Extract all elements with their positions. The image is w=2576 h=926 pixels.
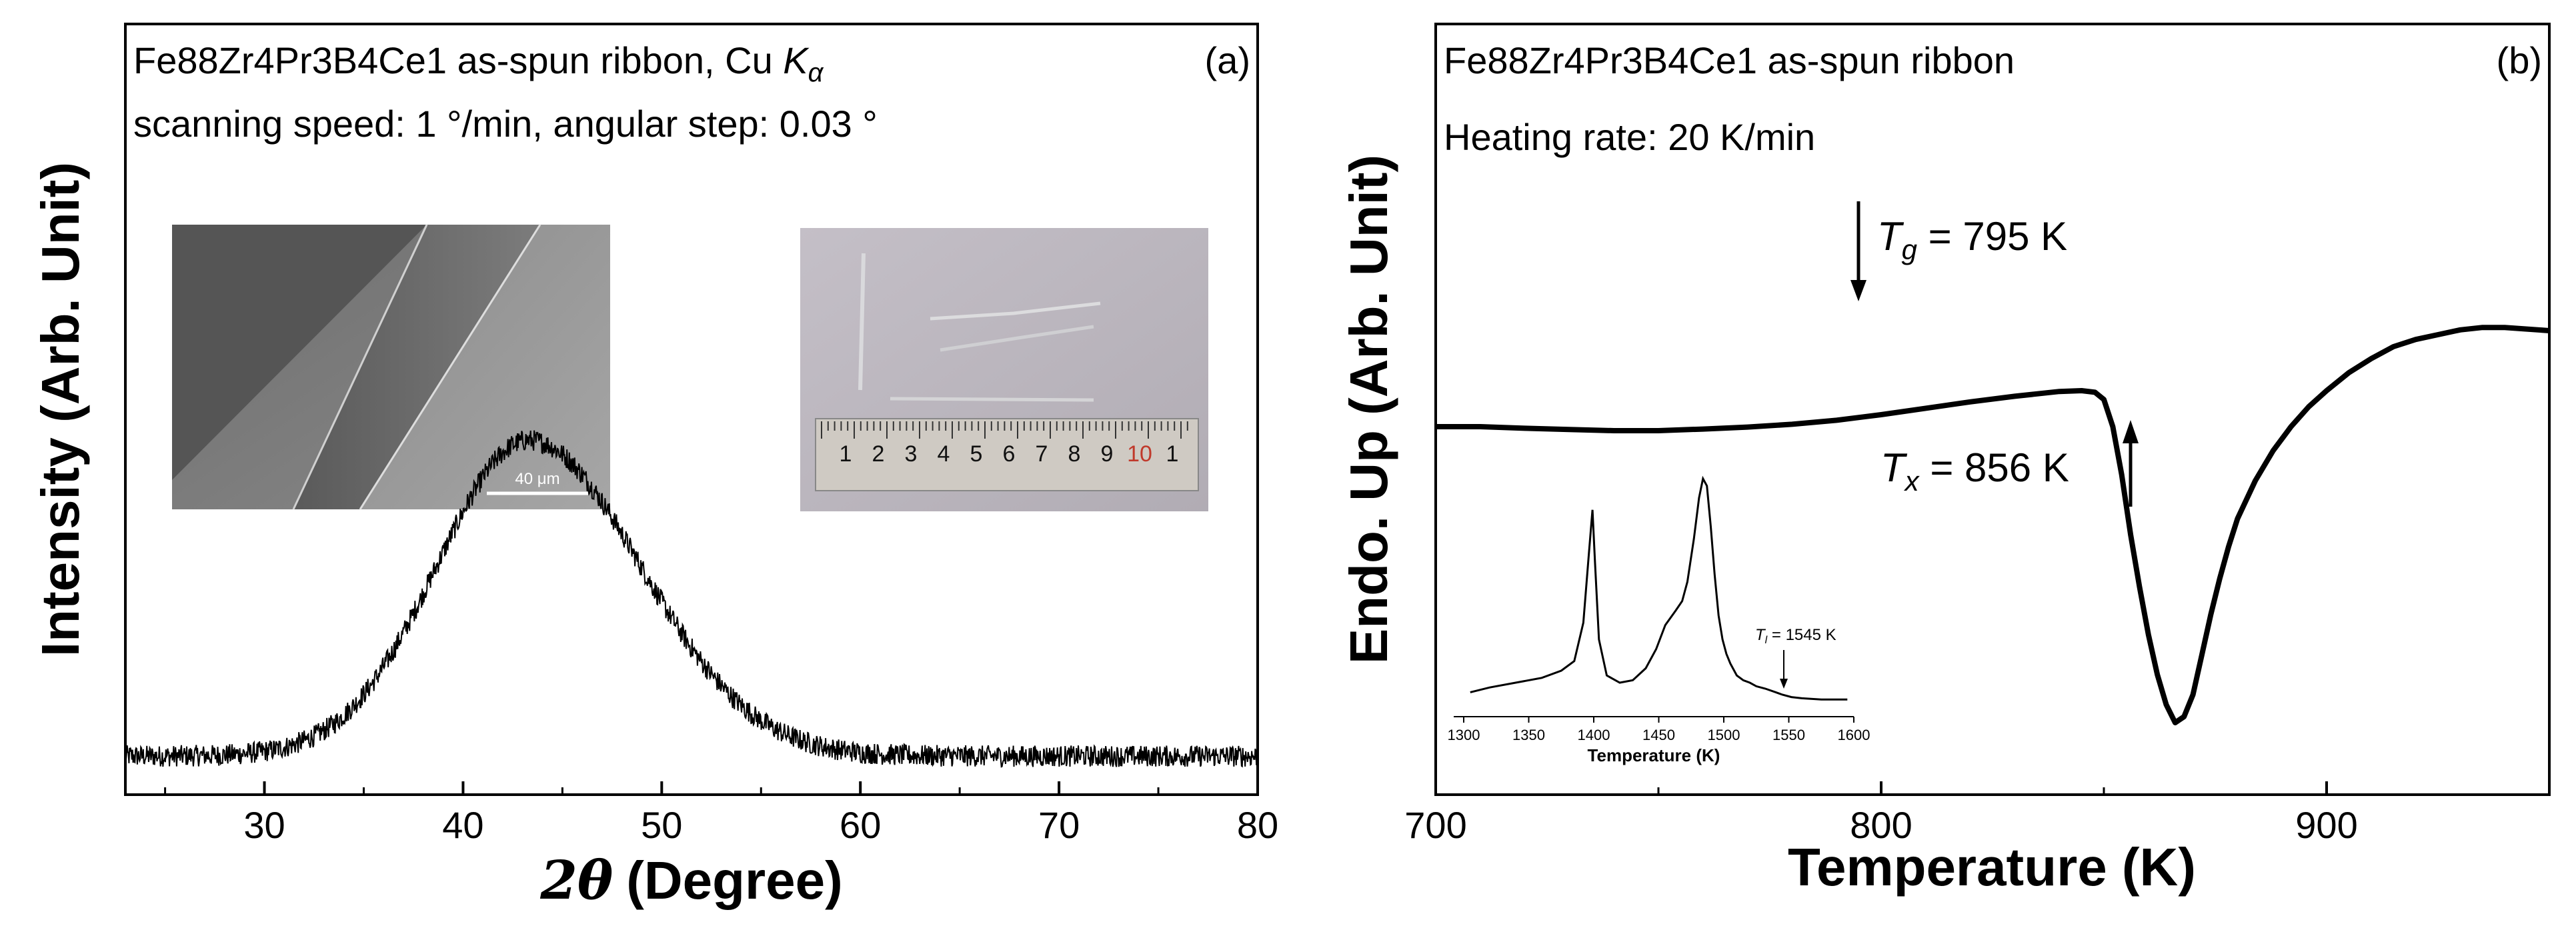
ruler-number: 3 xyxy=(905,441,918,467)
sem-inset-dark-region xyxy=(172,225,427,480)
inset-x-axis: 1300 1350 1400 1450 1500 1550 1600 xyxy=(1448,717,1870,743)
sem-inset: 40 μm xyxy=(172,224,610,510)
ruler-number: 9 xyxy=(1101,441,1114,467)
sem-inset-edge-left xyxy=(292,224,428,510)
ruler-number: 1 xyxy=(1166,441,1179,467)
photo-inset: 1 2 3 4 5 6 7 8 9 10 1 xyxy=(800,228,1208,511)
ruler-number: 8 xyxy=(1068,441,1081,467)
xrd-series-line xyxy=(125,430,1258,768)
ruler-number: 4 xyxy=(938,441,950,467)
plot-frame-a xyxy=(124,23,1259,796)
dsc-series-line xyxy=(1436,325,2549,725)
x-axis-title-b: Temperature (K) xyxy=(1788,837,2196,897)
inset-x-tick-label: 1350 xyxy=(1512,727,1545,743)
x-tick-label-b: 700 xyxy=(1404,804,1466,846)
annotation-a-k: K xyxy=(783,39,810,81)
annotation-a-line1-text: Fe88Zr4Pr3B4Ce1 as-spun ribbon, Cu xyxy=(133,39,783,81)
annotation-b-line2: Heating rate: 20 K/min xyxy=(1444,116,1815,158)
ribbon-upper xyxy=(930,301,1101,321)
tl-arrow-head xyxy=(1780,679,1788,689)
tg-marker: Tg = 795 K xyxy=(1850,201,2067,301)
ribbon-middle xyxy=(940,325,1094,352)
x-tick-label-b: 800 xyxy=(1850,804,1912,846)
dsc-inset: 1300 1350 1400 1450 1500 1550 1600 Temperature… xyxy=(1448,475,1870,765)
ruler-number: 2 xyxy=(872,441,885,467)
x-tick-label-a: 70 xyxy=(1038,804,1080,846)
x-axis-b: 700 800 900 xyxy=(1404,781,2358,846)
ruler-number: 5 xyxy=(970,441,983,467)
panel-a: 40 μm 1 2 3 4 5 6 7 8 9 10 1 30 40 50 60 70 80 Fe88Zr4P… xyxy=(31,23,1278,911)
tx-label: Tx = 856 K xyxy=(1880,445,2069,497)
inset-x-tick-label: 1300 xyxy=(1448,727,1480,743)
tg-label: Tg = 795 K xyxy=(1877,214,2067,265)
inset-x-axis-title: Temperature (K) xyxy=(1588,745,1720,765)
x-axis-a: 30 40 50 60 70 80 xyxy=(164,781,1278,846)
ruler-number: 1 xyxy=(840,441,852,467)
y-axis-title-b: Endo. Up (Arb. Unit) xyxy=(1339,155,1398,664)
panel-label-b: (b) xyxy=(2497,39,2542,81)
ruler-number: 6 xyxy=(1003,441,1016,467)
inset-x-tick-label: 1550 xyxy=(1772,727,1805,743)
x-tick-label-b: 900 xyxy=(2295,804,2357,846)
sem-scale-label: 40 μm xyxy=(515,470,559,488)
ruler xyxy=(815,418,1199,491)
plot-frame-b xyxy=(1434,23,2551,796)
sem-inset-ribbon-band xyxy=(293,225,540,509)
tg-arrow-head xyxy=(1850,280,1866,301)
x-axis-title-a-text: (Degree) xyxy=(626,851,843,910)
x-tick-label-a: 80 xyxy=(1237,804,1278,846)
x-tick-label-a: 60 xyxy=(840,804,881,846)
y-axis-title-a: Intensity (Arb. Unit) xyxy=(31,162,90,657)
ruler-ticks xyxy=(821,421,1188,439)
ruler-number: 7 xyxy=(1036,441,1048,467)
inset-x-tick-label: 1600 xyxy=(1838,727,1870,743)
tx-marker: Tx = 856 K xyxy=(1880,420,2139,507)
x-axis-title-a: 2θ (Degree) xyxy=(539,849,843,911)
annotation-b-line1: Fe88Zr4Pr3B4Ce1 as-spun ribbon xyxy=(1444,39,2015,81)
annotation-a-line1: Fe88Zr4Pr3B4Ce1 as-spun ribbon, Cu Kα xyxy=(133,39,824,87)
tx-arrow-head xyxy=(2123,420,2139,443)
inset-x-tick-label: 1500 xyxy=(1708,727,1740,743)
ribbon-lower xyxy=(890,397,1094,402)
ribbon-vertical xyxy=(858,253,866,391)
ruler-numbers: 1 2 3 4 5 6 7 8 9 10 1 xyxy=(840,441,1179,467)
x-tick-label-a: 40 xyxy=(442,804,483,846)
x-tick-label-a: 50 xyxy=(641,804,682,846)
sem-inset-edge-right xyxy=(359,224,541,510)
inset-series-line xyxy=(1470,475,1848,701)
x-axis-title-a-symbol: 2θ xyxy=(539,849,613,911)
inset-x-tick-label: 1400 xyxy=(1578,727,1610,743)
annotation-a-alpha: α xyxy=(808,58,824,87)
annotation-a-line2: scanning speed: 1 °/min, angular step: 0… xyxy=(133,103,878,145)
inset-x-tick-label: 1450 xyxy=(1642,727,1675,743)
panel-b: 700 800 900 Fe88Zr4Pr3B4Ce1 as-spun ribbon… xyxy=(1339,23,2551,897)
ruler-number: 10 xyxy=(1127,441,1152,467)
panel-label-a: (a) xyxy=(1205,39,1250,81)
tl-label: Tl = 1545 K xyxy=(1755,626,1836,646)
x-tick-label-a: 30 xyxy=(243,804,285,846)
